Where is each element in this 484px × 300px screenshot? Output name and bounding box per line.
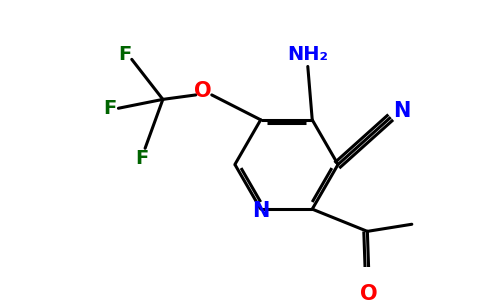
Text: N: N [393,101,411,121]
Text: O: O [360,284,378,300]
Text: N: N [252,201,270,221]
Text: F: F [118,44,131,64]
Text: NH₂: NH₂ [287,44,328,64]
Text: F: F [135,149,148,168]
Text: O: O [194,81,212,101]
Text: F: F [103,99,116,118]
